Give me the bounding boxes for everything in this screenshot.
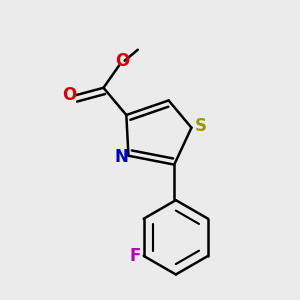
Text: O: O [115,52,130,70]
Text: F: F [130,247,141,265]
Text: S: S [194,117,206,135]
Text: N: N [114,148,128,166]
Text: O: O [62,86,77,104]
